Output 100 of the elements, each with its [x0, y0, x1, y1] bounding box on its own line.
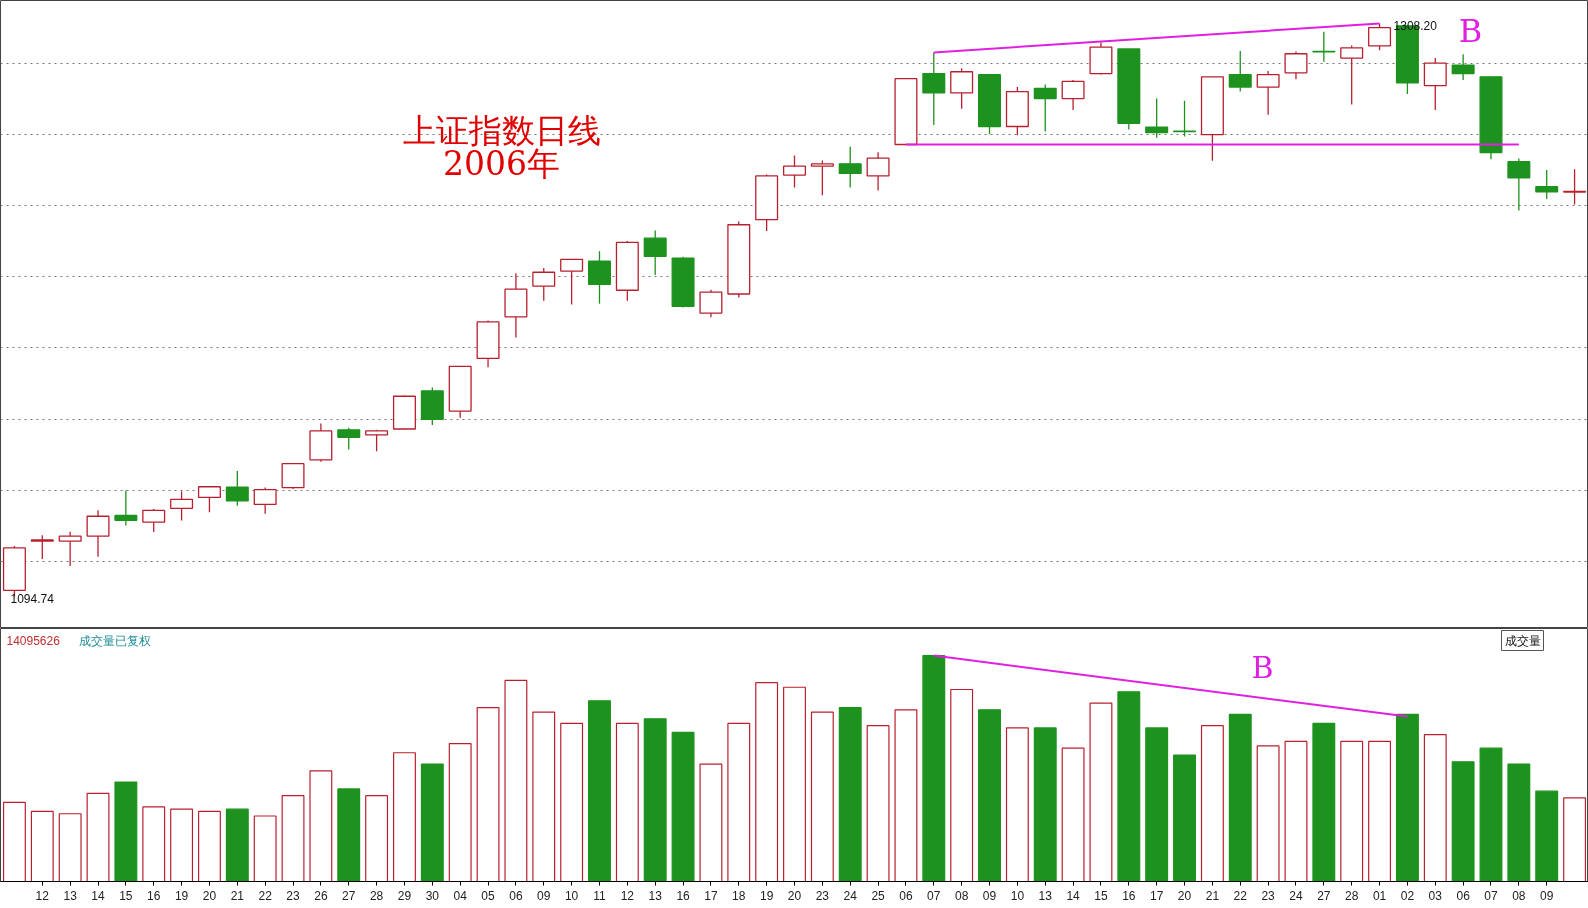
- x-tick-label: 20: [787, 888, 802, 903]
- bar: [894, 709, 918, 882]
- bar: [1061, 747, 1085, 882]
- text: 成交量: [1504, 633, 1541, 648]
- bar: [1479, 747, 1503, 882]
- bar: [643, 718, 667, 882]
- bar: [1089, 702, 1113, 882]
- bar: [1033, 727, 1057, 882]
- candlestick: [281, 462, 305, 490]
- x-tick-label: 06: [1456, 888, 1471, 903]
- x-tick-label: 09: [537, 888, 551, 903]
- x-tick-label: 23: [815, 888, 830, 903]
- candlestick: [532, 267, 556, 302]
- x-tick-label: 27: [1317, 888, 1331, 903]
- x-tick-label: 15: [1094, 888, 1108, 903]
- x-tick-label: 25: [871, 888, 886, 903]
- x-tick-label: 04: [453, 888, 468, 903]
- bar: [755, 682, 779, 882]
- bar: [1451, 761, 1475, 882]
- bar: [1005, 727, 1029, 882]
- bar: [1312, 722, 1336, 882]
- bar: [532, 711, 556, 882]
- bar: [448, 743, 472, 882]
- candlestick: [253, 486, 277, 515]
- x-tick-label: 08: [954, 888, 969, 903]
- x-tick-label: 08: [1512, 888, 1526, 903]
- bar: [1423, 734, 1447, 882]
- bar: [588, 700, 611, 882]
- bar: [337, 788, 361, 882]
- x-tick-label: 28: [1345, 888, 1359, 903]
- x-tick-label: 07: [1484, 888, 1498, 903]
- candlestick: [922, 51, 946, 126]
- x-tick-label: 24: [843, 888, 858, 903]
- bar: [950, 688, 974, 882]
- bar: [810, 711, 834, 882]
- candlestick: [114, 489, 138, 527]
- x-tick-label: 09: [982, 888, 997, 903]
- x-tick-label: 12: [35, 888, 50, 903]
- bar: [309, 770, 333, 882]
- candlestick: [1507, 157, 1531, 212]
- bar: [86, 792, 110, 882]
- x-tick-label: 06: [899, 888, 913, 903]
- bar: [1228, 713, 1252, 882]
- x-tick-label: 09: [1540, 888, 1554, 903]
- candlestick: [58, 531, 82, 567]
- candlestick: [560, 258, 584, 306]
- bar: [225, 808, 249, 882]
- x-tick-label: 20: [202, 888, 217, 903]
- bar: [253, 815, 277, 882]
- candlestick: [142, 508, 166, 533]
- bar: [197, 810, 221, 882]
- annotation: B: [1458, 11, 1483, 50]
- candlestick: [1145, 97, 1169, 139]
- candlestick: [1312, 31, 1336, 63]
- x-tick-label: 20: [1177, 888, 1192, 903]
- x-tick-label: 27: [342, 888, 356, 903]
- bar: [1145, 727, 1169, 882]
- x-tick-label: 06: [509, 888, 523, 903]
- bar: [1368, 740, 1392, 882]
- candlestick: [337, 427, 361, 451]
- bar: [1284, 740, 1308, 882]
- candlestick: [1563, 168, 1587, 206]
- annotation: 1308.20: [1393, 18, 1438, 33]
- candlestick: [643, 229, 667, 276]
- x-tick-label: 22: [258, 888, 273, 903]
- candlestick: [1284, 50, 1308, 80]
- x-tick-label: 23: [1261, 888, 1276, 903]
- x-tick-label: 21: [230, 888, 245, 903]
- bar: [142, 806, 166, 882]
- candlestick: [225, 470, 249, 507]
- candlestick: [782, 154, 807, 189]
- candlestick: [197, 485, 221, 513]
- candlestick: [1061, 79, 1085, 111]
- x-tick-label: 13: [1038, 888, 1053, 903]
- x-tick-label: 16: [1122, 888, 1136, 903]
- x-tick-label: 26: [314, 888, 328, 903]
- candlestick: [1423, 57, 1447, 111]
- candlestick: [587, 250, 611, 305]
- x-tick-label: 29: [397, 888, 412, 903]
- x-tick-label: 15: [119, 888, 133, 903]
- bar: [1563, 797, 1587, 882]
- bar: [671, 731, 695, 882]
- x-tick-label: 19: [759, 888, 774, 903]
- x-tick-label: 05: [481, 888, 496, 903]
- candlestick: [1256, 70, 1280, 116]
- x-tick-label: 02: [1400, 888, 1415, 903]
- bar: [30, 810, 54, 882]
- bar: [978, 709, 1001, 882]
- bar: [1340, 740, 1364, 882]
- candlestick: [1340, 44, 1364, 106]
- x-tick-label: 10: [1010, 888, 1025, 903]
- bar: [393, 752, 416, 882]
- candlestick: [810, 159, 834, 196]
- bar: [1173, 754, 1196, 882]
- candlestick: [1173, 100, 1197, 138]
- bar: [866, 725, 890, 882]
- bar: [838, 706, 862, 882]
- x-tick-label: 11: [593, 888, 607, 903]
- bar: [281, 795, 305, 882]
- bar: [1507, 763, 1531, 882]
